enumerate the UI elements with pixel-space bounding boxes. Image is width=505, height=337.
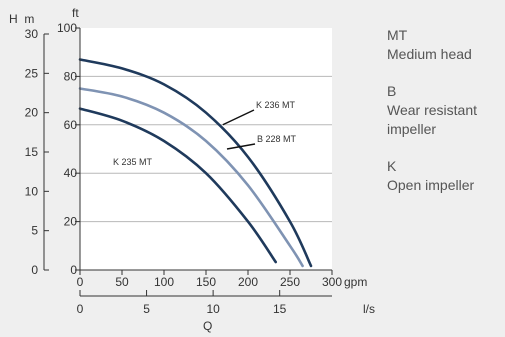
tick-label-ft-100: 100 bbox=[57, 21, 77, 35]
tick-label-m-15: 15 bbox=[25, 145, 39, 159]
legend-code-k: K bbox=[387, 158, 397, 174]
tick-label-ls-10: 10 bbox=[206, 302, 220, 316]
curve-k-236-mt bbox=[78, 58, 313, 268]
series-label-k236: K 236 MT bbox=[256, 100, 296, 110]
tick-label-ls-0: 0 bbox=[77, 302, 84, 316]
tick-label-m-10: 10 bbox=[25, 184, 39, 198]
tick-label-m-0: 0 bbox=[31, 263, 38, 277]
axis-label-gpm-unit: gpm bbox=[344, 275, 367, 289]
tick-label-ft-0: 0 bbox=[70, 263, 77, 277]
tick-label-ft-60: 60 bbox=[64, 118, 78, 132]
curve-k-235-mt bbox=[78, 107, 277, 264]
series-label-b228: B 228 MT bbox=[257, 134, 297, 144]
tick-label-ls-15: 15 bbox=[273, 302, 287, 316]
tick-label-m-25: 25 bbox=[25, 66, 39, 80]
series-label-k235: K 235 MT bbox=[113, 157, 153, 167]
legend-entry-b: B Wear resistant impeller bbox=[387, 82, 505, 139]
tick-label-m-30: 30 bbox=[25, 27, 39, 41]
legend-desc-b: Wear resistant impeller bbox=[387, 102, 477, 137]
tick-label-ft-20: 20 bbox=[64, 215, 78, 229]
axis-label-head-ft: ft bbox=[72, 6, 79, 20]
tick-label-gpm-200: 200 bbox=[238, 275, 258, 289]
tick-label-m-5: 5 bbox=[31, 224, 38, 238]
tick-label-gpm-300: 300 bbox=[322, 275, 342, 289]
legend-code-mt: MT bbox=[387, 27, 408, 43]
leader-b228 bbox=[226, 143, 256, 150]
legend-desc-k: Open impeller bbox=[387, 177, 475, 193]
tick-label-gpm-100: 100 bbox=[154, 275, 174, 289]
legend-entry-k: K Open impeller bbox=[387, 157, 505, 195]
tick-label-m-20: 20 bbox=[25, 106, 39, 120]
plot-background bbox=[80, 28, 332, 270]
tick-label-ls-5: 5 bbox=[143, 302, 150, 316]
tick-label-ft-80: 80 bbox=[64, 69, 78, 83]
tick-label-gpm-0: 0 bbox=[77, 275, 84, 289]
axis-label-head-m: H m bbox=[9, 12, 34, 26]
curve-b-228-mt bbox=[78, 87, 304, 268]
tick-label-gpm-150: 150 bbox=[196, 275, 216, 289]
tick-label-gpm-50: 50 bbox=[115, 275, 129, 289]
axis-label-ls-unit: l/s bbox=[363, 302, 375, 316]
tick-label-ft-40: 40 bbox=[64, 166, 78, 180]
legend-entry-mt: MT Medium head bbox=[387, 26, 505, 64]
leader-k236 bbox=[222, 109, 255, 126]
axis-label-q: Q bbox=[203, 319, 212, 333]
legend-desc-mt: Medium head bbox=[387, 46, 472, 62]
legend-code-b: B bbox=[387, 83, 397, 99]
impeller-legend: MT Medium head B Wear resistant impeller… bbox=[387, 26, 505, 213]
tick-label-gpm-250: 250 bbox=[280, 275, 300, 289]
